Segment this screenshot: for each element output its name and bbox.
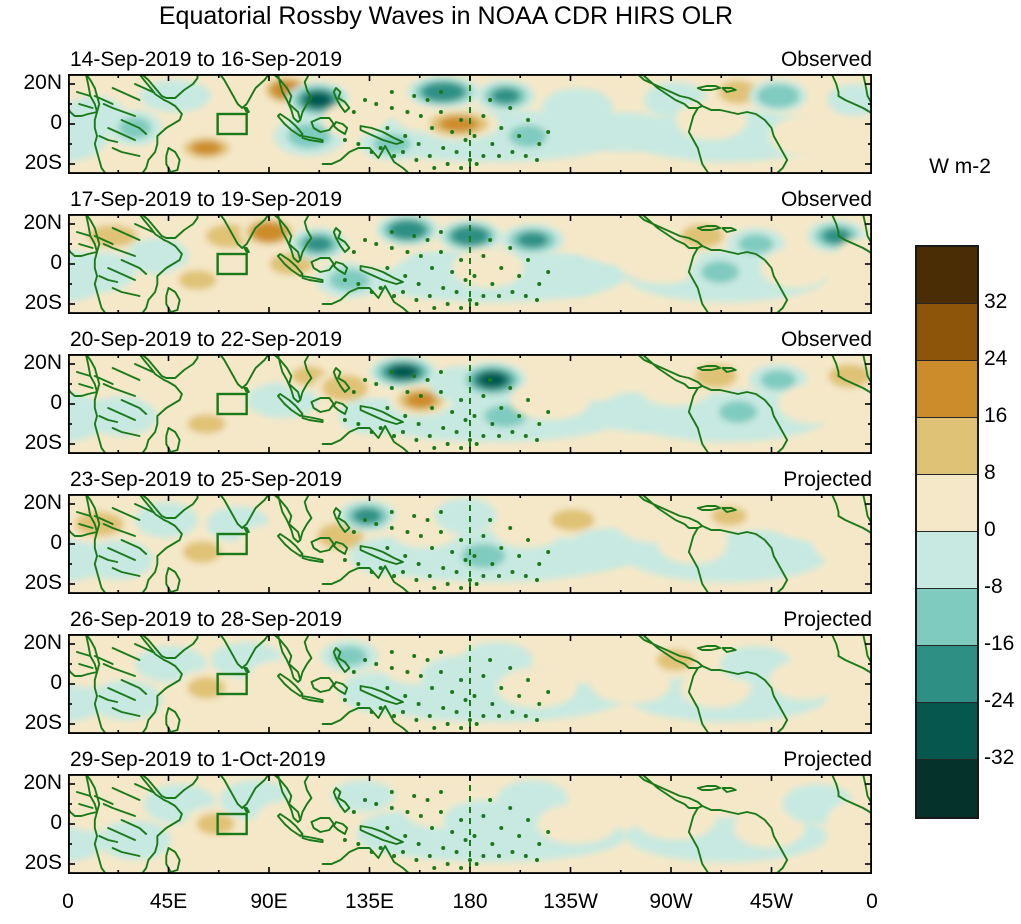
- x-tick-label: 45E: [149, 890, 188, 913]
- colorbar-band: [917, 589, 977, 646]
- panel-status-label: Projected: [783, 608, 872, 631]
- x-tick-label: 0: [866, 890, 878, 913]
- y-tick-label: 20S: [24, 851, 62, 874]
- map-plot-area[interactable]: [68, 354, 872, 454]
- y-tick-label: 20N: [23, 631, 62, 654]
- y-axis: 20N 0 20S: [0, 491, 62, 594]
- colorbar-band: [917, 703, 977, 760]
- panel-date-range: 14-Sep-2019 to 16-Sep-2019: [70, 48, 343, 71]
- colorbar-units-label: W m-2: [929, 155, 991, 178]
- y-tick-label: 20N: [23, 71, 62, 94]
- page-title: Equatorial Rossby Waves in NOAA CDR HIRS…: [158, 2, 734, 30]
- map-plot-area[interactable]: [68, 494, 872, 594]
- y-axis: 20N 0 20S: [0, 631, 62, 734]
- colorbar-tick-label: 16: [984, 404, 1008, 427]
- panel-header: 26-Sep-2019 to 28-Sep-2019 Projected: [68, 608, 872, 632]
- x-tick-label: 90W: [649, 890, 693, 913]
- colorbar-ticks: 32 24 16 8 0 -8 -16 -24 -32: [984, 245, 1021, 815]
- colorbar[interactable]: [915, 245, 979, 819]
- panel-date-range: 17-Sep-2019 to 19-Sep-2019: [70, 188, 343, 211]
- colorbar-tick-label: -16: [984, 632, 1015, 655]
- x-axis: 0 45E 90E 135E 180 135W 90W 45W 0: [62, 884, 878, 920]
- panel-status-label: Projected: [783, 468, 872, 491]
- panel-status-label: Projected: [783, 748, 872, 771]
- panel-status-label: Observed: [780, 188, 872, 211]
- x-tick-label: 180: [452, 890, 488, 913]
- colorbar-band: [917, 760, 977, 817]
- panel-date-range: 20-Sep-2019 to 22-Sep-2019: [70, 328, 343, 351]
- colorbar-tick-label: 32: [984, 290, 1008, 313]
- y-axis: 20N 0 20S: [0, 211, 62, 314]
- panel-header: 14-Sep-2019 to 16-Sep-2019 Observed: [68, 48, 872, 72]
- colorbar-band: [917, 646, 977, 703]
- panel-header: 17-Sep-2019 to 19-Sep-2019 Observed: [68, 188, 872, 212]
- map-plot-area[interactable]: [68, 774, 872, 874]
- y-tick-label: 0: [50, 251, 62, 274]
- colorbar-tick-label: 8: [984, 461, 996, 484]
- x-tick-label: 135E: [344, 890, 395, 913]
- y-axis: 20N 0 20S: [0, 71, 62, 174]
- colorbar-tick-label: 24: [984, 347, 1008, 370]
- panel-status-label: Observed: [780, 48, 872, 71]
- y-tick-label: 20N: [23, 351, 62, 374]
- y-tick-label: 20S: [24, 151, 62, 174]
- panel-date-range: 23-Sep-2019 to 25-Sep-2019: [70, 468, 343, 491]
- y-tick-label: 20S: [24, 711, 62, 734]
- y-tick-label: 20N: [23, 771, 62, 794]
- colorbar-band: [917, 475, 977, 532]
- x-tick-label: 0: [62, 890, 74, 913]
- colorbar-band: [917, 532, 977, 589]
- colorbar-band: [917, 247, 977, 304]
- panel-header: 23-Sep-2019 to 25-Sep-2019 Projected: [68, 468, 872, 492]
- map-plot-area[interactable]: [68, 74, 872, 174]
- colorbar-band: [917, 418, 977, 475]
- y-tick-label: 0: [50, 111, 62, 134]
- map-plot-area[interactable]: [68, 634, 872, 734]
- colorbar-tick-label: -8: [984, 575, 1003, 598]
- y-tick-label: 20N: [23, 211, 62, 234]
- y-tick-label: 0: [50, 811, 62, 834]
- panel-date-range: 26-Sep-2019 to 28-Sep-2019: [70, 608, 343, 631]
- colorbar-band: [917, 361, 977, 418]
- colorbar-tick-label: 0: [984, 518, 996, 541]
- x-tick-label: 45W: [749, 890, 794, 913]
- y-axis: 20N 0 20S: [0, 351, 62, 454]
- colorbar-tick-label: -32: [984, 746, 1015, 769]
- y-tick-label: 20S: [24, 291, 62, 314]
- y-tick-label: 20S: [24, 571, 62, 594]
- y-tick-label: 20S: [24, 431, 62, 454]
- y-tick-label: 0: [50, 531, 62, 554]
- y-tick-label: 20N: [23, 491, 62, 514]
- x-tick-label: 90E: [250, 890, 288, 913]
- panel-status-label: Observed: [780, 328, 872, 351]
- y-axis: 20N 0 20S: [0, 771, 62, 874]
- y-tick-label: 0: [50, 391, 62, 414]
- panel-header: 29-Sep-2019 to 1-Oct-2019 Projected: [68, 748, 872, 772]
- panel-date-range: 29-Sep-2019 to 1-Oct-2019: [70, 748, 326, 771]
- x-tick-label: 135W: [543, 890, 598, 913]
- colorbar-tick-label: -24: [984, 689, 1015, 712]
- map-plot-area[interactable]: [68, 214, 872, 314]
- colorbar-band: [917, 304, 977, 361]
- panel-header: 20-Sep-2019 to 22-Sep-2019 Observed: [68, 328, 872, 352]
- y-tick-label: 0: [50, 671, 62, 694]
